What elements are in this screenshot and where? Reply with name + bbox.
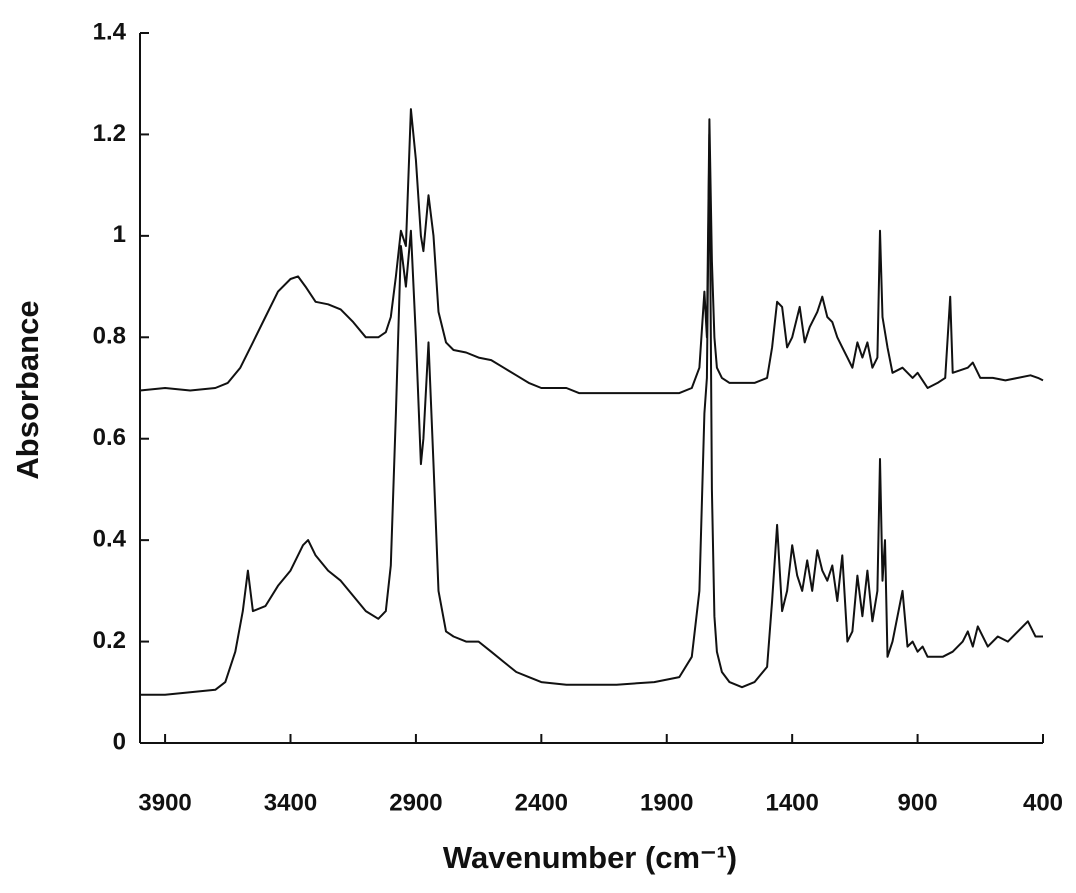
x-tick-label: 2900 <box>389 789 442 816</box>
x-tick-label: 1400 <box>765 789 818 816</box>
y-tick-label: 1.4 <box>93 18 127 45</box>
y-tick-label: 0.8 <box>93 323 126 350</box>
x-tick-label: 1900 <box>640 789 693 816</box>
x-tick-label: 900 <box>898 789 938 816</box>
y-axis-title: Absorbance <box>10 300 45 479</box>
x-axis-title: Wavenumber (cm⁻¹) <box>443 840 737 875</box>
y-tick-label: 1.2 <box>93 120 126 147</box>
spectrum-line <box>139 108 1044 395</box>
spectrum-line <box>140 133 1043 696</box>
y-tick-label: 0.2 <box>93 627 126 654</box>
y-tick-label: 0.6 <box>93 424 126 451</box>
x-tick-label: 400 <box>1023 789 1063 816</box>
y-tick-label: 0.4 <box>93 525 127 552</box>
y-tick-label: 0 <box>113 728 126 755</box>
x-tick-label: 3900 <box>138 789 191 816</box>
x-tick-label: 3400 <box>264 789 317 816</box>
y-tick-label: 1 <box>113 221 126 248</box>
x-tick-label: 2400 <box>515 789 568 816</box>
